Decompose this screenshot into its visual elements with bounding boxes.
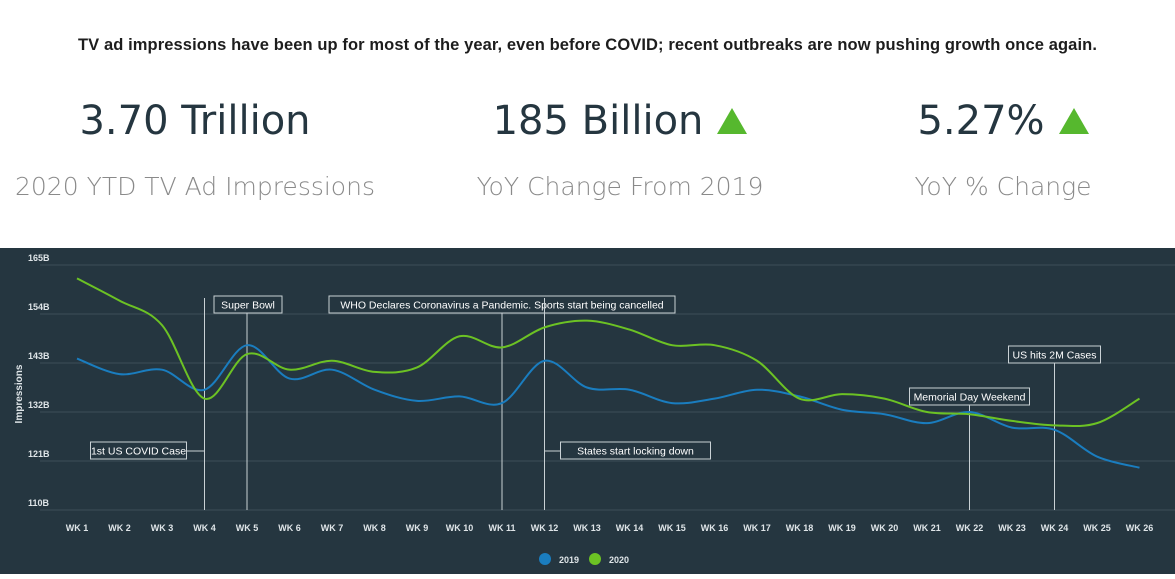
annotation-label: WHO Declares Coronavirus a Pandemic. Spo…	[340, 300, 663, 312]
x-tick-label: WK 14	[616, 523, 644, 533]
legend-marker-2020	[589, 553, 601, 565]
annotation-label: 1st US COVID Case	[91, 446, 186, 458]
x-tick-label: WK 5	[236, 523, 259, 533]
annotation-box	[328, 295, 676, 314]
y-tick-label: 110B	[28, 498, 50, 508]
series-line-2019	[76, 344, 1140, 469]
x-tick-label: WK 24	[1041, 523, 1069, 533]
annotation-box	[90, 441, 187, 460]
x-tick-label: WK 25	[1083, 523, 1111, 533]
x-tick-label: WK 19	[828, 523, 856, 533]
x-tick-label: WK 8	[363, 523, 386, 533]
annotation-box	[213, 295, 283, 314]
up-arrow-icon	[717, 108, 748, 134]
x-tick-label: WK 1	[66, 523, 89, 533]
y-tick-label: 154B	[28, 302, 50, 312]
kpi-value: 5.27%	[917, 98, 1045, 144]
annotation-label: Memorial Day Weekend	[914, 392, 1026, 404]
y-tick-label: 121B	[28, 449, 50, 459]
x-tick-label: WK 11	[488, 523, 515, 533]
x-tick-label: WK 10	[446, 523, 474, 533]
x-tick-label: WK 17	[743, 523, 771, 533]
x-tick-label: WK 12	[531, 523, 559, 533]
kpi-ytd-impressions: 3.70 Trillion 2020 YTD TV Ad Impressions	[0, 98, 390, 201]
annotation-box	[909, 387, 1030, 406]
x-tick-label: WK 18	[786, 523, 814, 533]
kpi-value: 185 Billion	[492, 98, 704, 144]
x-tick-label: WK 2	[108, 523, 131, 533]
series-line-2020	[76, 277, 1141, 428]
y-axis-label: Impressions	[14, 364, 25, 423]
y-tick-label: 165B	[28, 253, 50, 263]
x-tick-label: WK 21	[913, 523, 941, 533]
kpi-yoy-percent: 5.27% YoY % Change	[808, 98, 1175, 201]
annotation-label: States start locking down	[577, 446, 694, 458]
kpi-yoy-change: 185 Billion YoY Change From 2019	[425, 98, 815, 201]
x-tick-label: WK 4	[193, 523, 216, 533]
x-tick-label: WK 16	[701, 523, 729, 533]
annotation-label: US hits 2M Cases	[1012, 350, 1096, 362]
x-tick-label: WK 15	[658, 523, 686, 533]
kpi-label: 2020 YTD TV Ad Impressions	[15, 172, 375, 201]
chart-panel: 110B 121B 132B 143B 154B 165B Impressions WK 1 W…	[0, 248, 1175, 574]
x-tick-label: WK 9	[406, 523, 429, 533]
annotation-box	[1008, 345, 1101, 364]
x-tick-label: WK 7	[321, 523, 344, 533]
kpi-label: YoY % Change	[914, 172, 1092, 201]
kpi-value: 3.70 Trillion	[79, 98, 311, 144]
annotation-label: Super Bowl	[221, 300, 275, 312]
up-arrow-icon	[1058, 108, 1089, 134]
annotation-box	[560, 441, 711, 460]
impressions-line-chart: 110B 121B 132B 143B 154B 165B Impressions WK 1 W…	[14, 253, 1175, 565]
kpi-label: YoY Change From 2019	[476, 172, 764, 201]
y-tick-label: 143B	[28, 351, 50, 361]
x-tick-label: WK 22	[956, 523, 984, 533]
x-tick-label: WK 20	[871, 523, 899, 533]
legend-marker-2019	[539, 553, 551, 565]
legend-label: 2019	[559, 555, 579, 565]
x-tick-label: WK 13	[573, 523, 601, 533]
x-tick-label: WK 23	[998, 523, 1026, 533]
x-tick-label: WK 3	[151, 523, 174, 533]
legend-label: 2020	[609, 555, 629, 565]
headline: TV ad impressions have been up for most …	[77, 36, 1098, 54]
x-tick-label: WK 26	[1126, 523, 1154, 533]
x-tick-label: WK 6	[278, 523, 301, 533]
y-tick-label: 132B	[28, 400, 50, 410]
